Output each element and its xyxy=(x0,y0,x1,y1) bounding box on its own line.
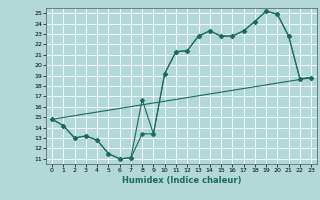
X-axis label: Humidex (Indice chaleur): Humidex (Indice chaleur) xyxy=(122,176,241,185)
